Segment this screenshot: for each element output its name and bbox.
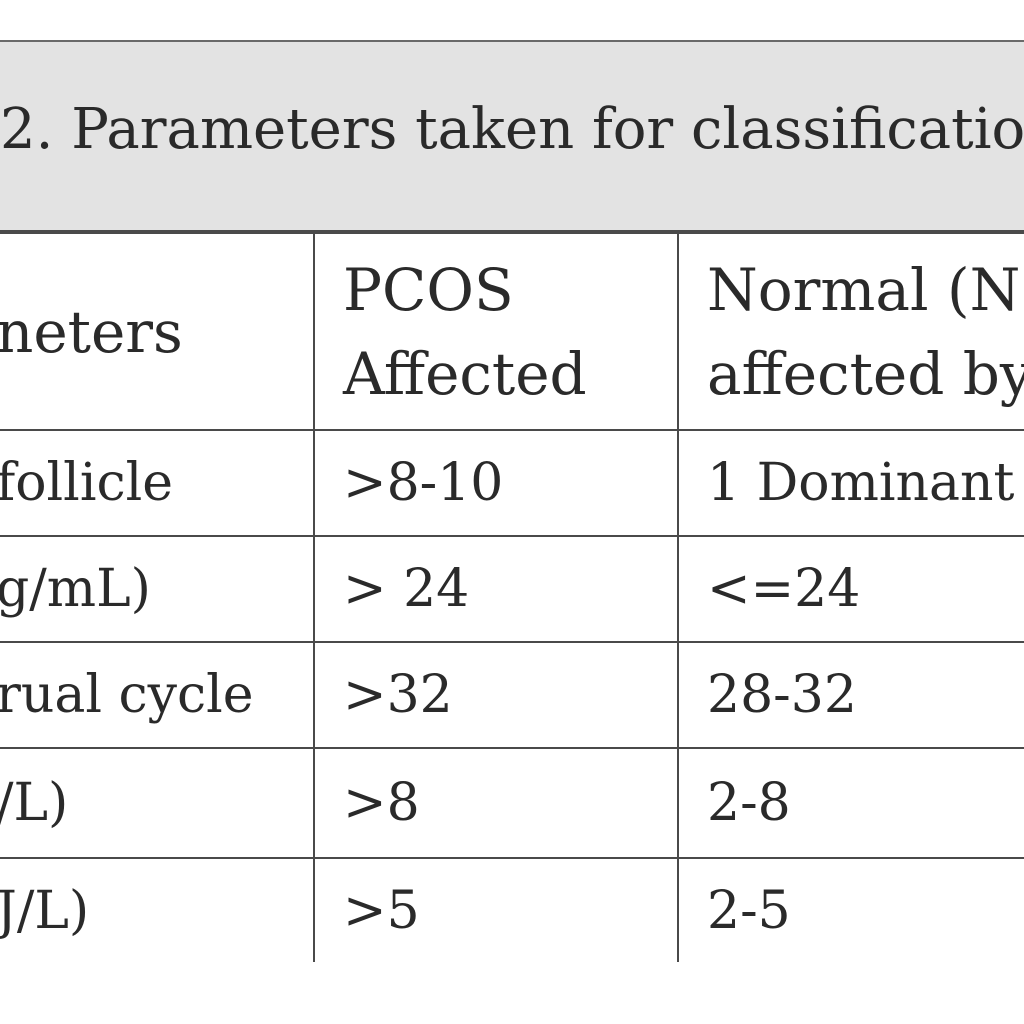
pcos-cell: >8 <box>313 747 679 859</box>
pcos-cell: >32 <box>313 641 679 749</box>
header-normal-line2: affected by <box>707 339 1024 408</box>
table-row: follicle >8-10 1 Dominant <box>0 429 1024 537</box>
table-row: /L) >8 2-8 <box>0 747 1024 859</box>
header-normal: Normal (N affected by <box>677 232 1024 431</box>
table-header-row: neters PCOS Affected Normal (N affected … <box>0 232 1024 431</box>
header-pcos-line1: PCOS <box>343 255 514 324</box>
param-cell: rual cycle <box>0 641 315 749</box>
table-row: g/mL) > 24 <=24 <box>0 535 1024 643</box>
normal-cell: 2-8 <box>677 747 1024 859</box>
normal-cell: 1 Dominant <box>677 429 1024 537</box>
header-pcos-line2: Affected <box>343 339 587 408</box>
normal-cell: 28-32 <box>677 641 1024 749</box>
table-row: rual cycle >32 28-32 <box>0 641 1024 749</box>
normal-cell: <=24 <box>677 535 1024 643</box>
header-parameters: neters <box>0 232 315 431</box>
table-caption-band: 2. Parameters taken for classificatio <box>0 40 1024 230</box>
header-pcos-affected: PCOS Affected <box>313 232 679 431</box>
param-cell: J/L) <box>0 857 315 962</box>
header-normal-line1: Normal (N <box>707 255 1021 324</box>
normal-cell: 2-5 <box>677 857 1024 962</box>
param-cell: /L) <box>0 747 315 859</box>
table-row: J/L) >5 2-5 <box>0 857 1024 962</box>
pcos-cell: > 24 <box>313 535 679 643</box>
pcos-cell: >8-10 <box>313 429 679 537</box>
param-cell: g/mL) <box>0 535 315 643</box>
parameters-table-container: neters PCOS Affected Normal (N affected … <box>0 230 1024 962</box>
table-caption: 2. Parameters taken for classificatio <box>0 97 1024 162</box>
parameters-table: neters PCOS Affected Normal (N affected … <box>0 232 1024 962</box>
pcos-cell: >5 <box>313 857 679 962</box>
param-cell: follicle <box>0 429 315 537</box>
